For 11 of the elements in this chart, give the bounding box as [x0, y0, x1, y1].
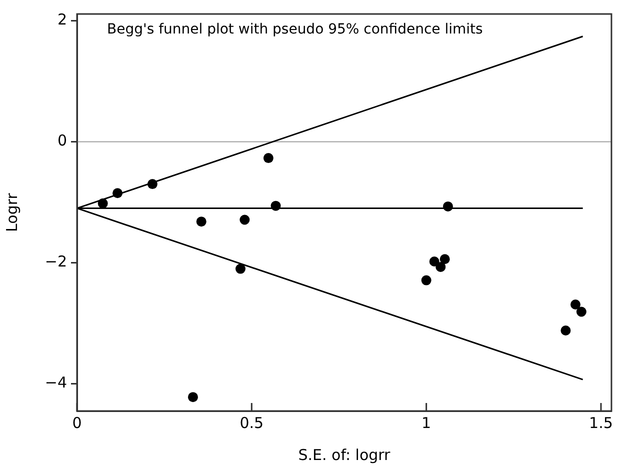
x-tick-label: 0.5 [240, 414, 264, 432]
y-tick-label: −2 [44, 252, 67, 271]
x-tick-label: 0 [72, 414, 82, 432]
x-tick-label: 1.5 [589, 414, 613, 432]
x-axis-title: S.E. of: logrr [298, 446, 392, 464]
y-tick-label: −4 [44, 374, 67, 392]
text: Begg's funnel plot with pseudo 95% confidence limits [107, 22, 483, 38]
y-tick-label: 2 [57, 10, 67, 29]
x-tick-label: 1 [422, 414, 432, 432]
y-axis-title: Logrr [2, 192, 21, 232]
y-tick-label: 0 [57, 132, 67, 150]
